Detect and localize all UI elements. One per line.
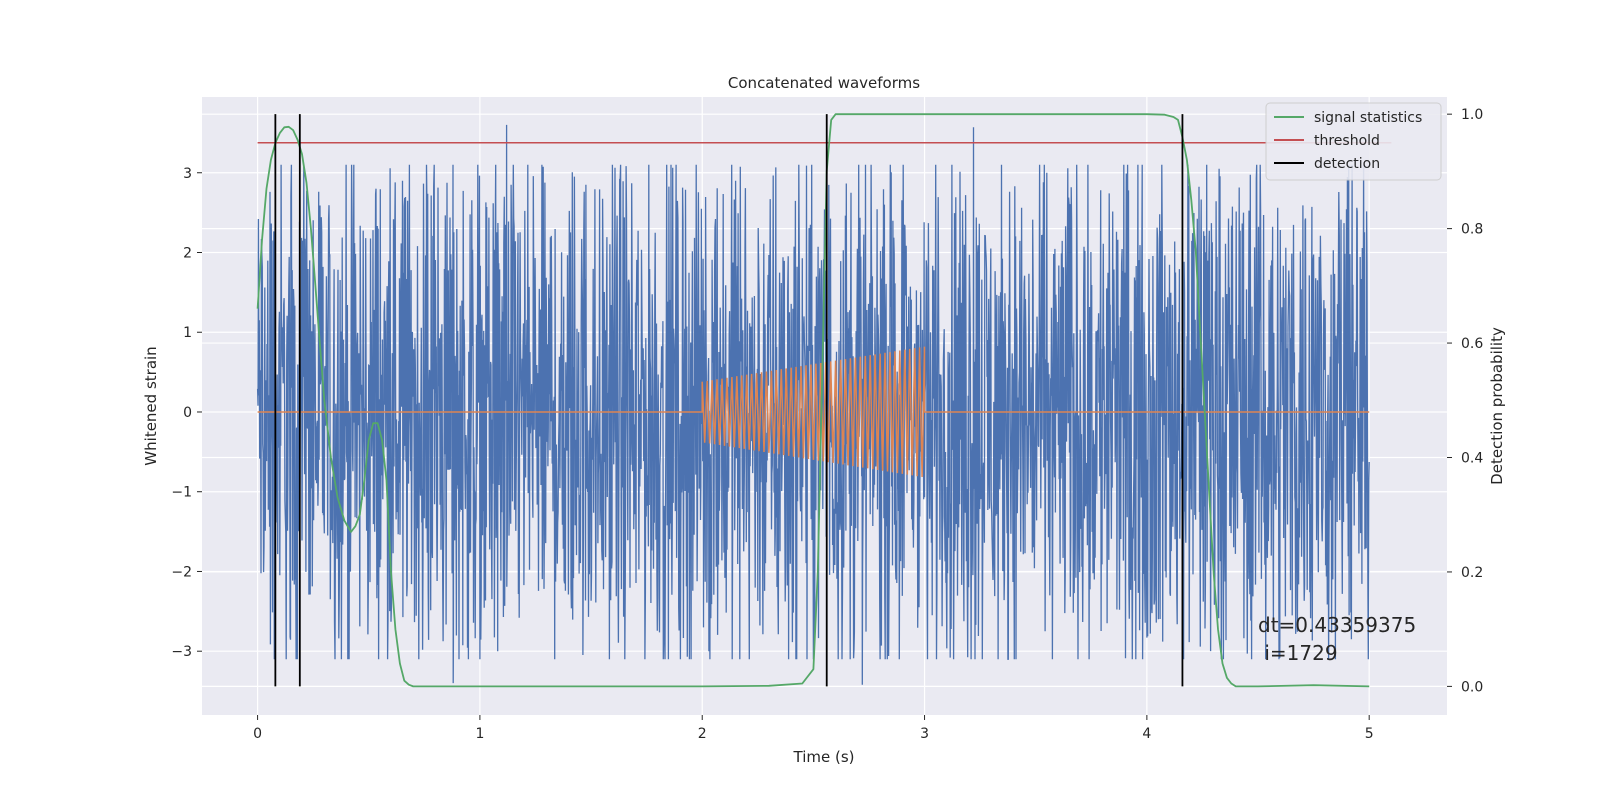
chart-title: Concatenated waveforms (728, 74, 920, 92)
y-axis-label: Whitened strain (142, 346, 160, 465)
x-tick-label: 5 (1365, 726, 1374, 742)
y-tick-label: −3 (171, 644, 192, 660)
legend: signal statistics threshold detection (1265, 102, 1442, 181)
x-tick-label: 1 (475, 726, 484, 742)
y-right-tick-label: 1.0 (1461, 107, 1483, 123)
signal-statistics-line (256, 113, 1370, 688)
axis-layer: 0 1 2 3 4 5 −3 −2 −1 0 1 2 3 0.0 0.2 0.4 0.6 0.8 1.0 (171, 107, 1483, 742)
y-tick-label: 3 (183, 166, 192, 182)
y-tick-label: −1 (171, 485, 192, 501)
x-tick-label: 4 (1142, 726, 1151, 742)
injected-waveform-line (257, 346, 1370, 478)
y-right-tick-label: 0.2 (1461, 565, 1483, 581)
annotation-text: dt=0.43359375 i=1729 (1258, 613, 1416, 665)
legend-label: detection (1314, 156, 1380, 172)
noise-series-line (256, 124, 1370, 685)
legend-label: signal statistics (1314, 110, 1422, 126)
series-layer (256, 113, 1392, 688)
annotation-line: i=1729 (1258, 641, 1338, 665)
y-tick-label: 0 (183, 405, 192, 421)
y-right-tick-label: 0.4 (1461, 451, 1483, 467)
x-tick-label: 3 (920, 726, 929, 742)
x-tick-label: 2 (698, 726, 707, 742)
annotation-line: dt=0.43359375 (1258, 613, 1416, 637)
y-right-tick-label: 0.8 (1461, 222, 1483, 238)
legend-label: threshold (1314, 133, 1380, 149)
x-axis-label: Time (s) (793, 748, 855, 766)
x-tick-label: 0 (253, 726, 262, 742)
y-axis-right-label: Detection probability (1488, 327, 1506, 485)
y-tick-label: 2 (183, 245, 192, 261)
y-tick-label: 1 (183, 325, 192, 341)
y-tick-label: −2 (171, 564, 192, 580)
legend-box (1265, 102, 1442, 181)
y-right-tick-label: 0.6 (1461, 336, 1483, 352)
y-right-tick-label: 0.0 (1461, 679, 1483, 695)
